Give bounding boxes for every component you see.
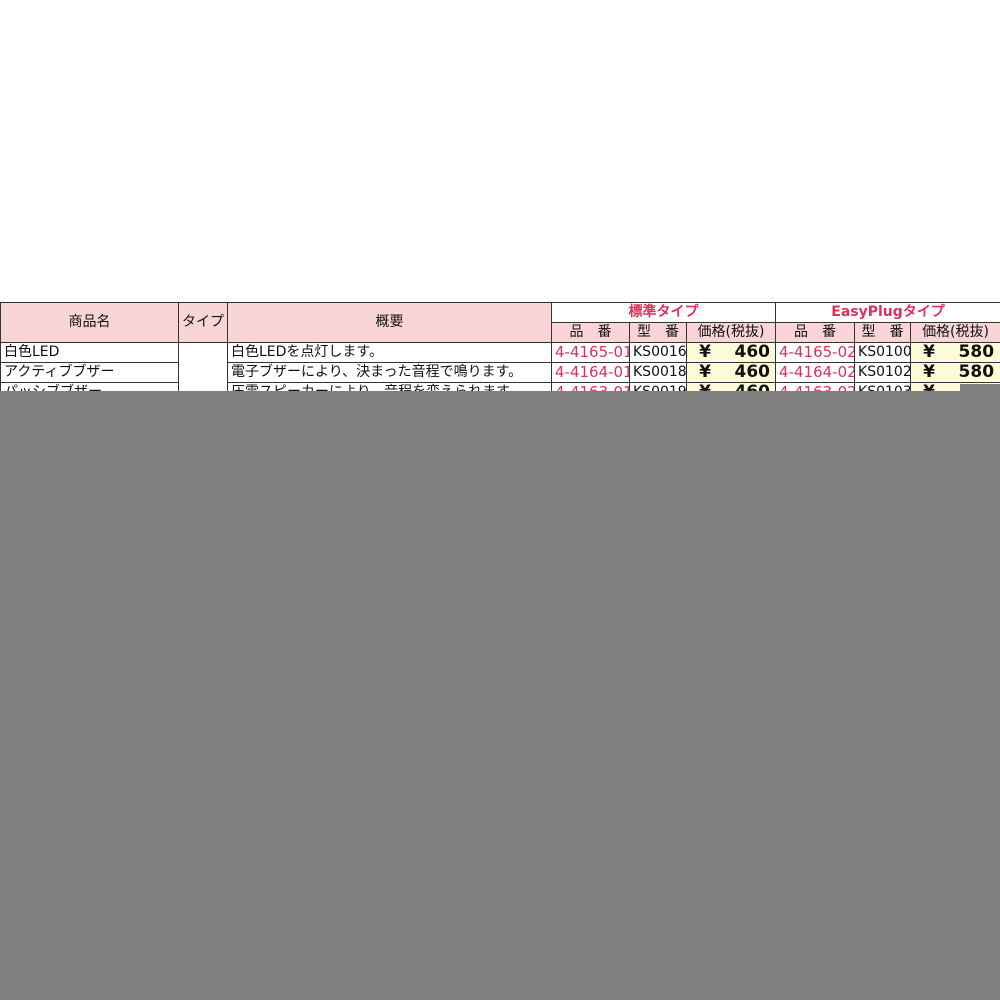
std-model-no: KS0018 (629, 362, 687, 383)
price-value: 580 (958, 342, 995, 362)
yen-sign: ¥ (923, 342, 935, 362)
ep-part-no: 4-4164-02 (775, 362, 856, 383)
price-value: 460 (734, 362, 771, 382)
std-price: ¥460 (685, 362, 777, 383)
ep-price: ¥580 (910, 342, 1000, 363)
std-part-no: 4-4164-01 (551, 362, 630, 383)
product-name: アクティブブザー (0, 362, 179, 383)
yen-sign: ¥ (923, 362, 935, 382)
ep-part-no: 4-4165-02 (775, 342, 856, 363)
price-value: 580 (958, 362, 995, 382)
product-name: 白色LED (0, 342, 179, 363)
header-easyplug: EasyPlugタイプ (775, 302, 1000, 323)
yen-sign: ¥ (699, 362, 711, 382)
table-row: 白色LED 白色LEDを点灯します。 4-4165-01 KS0016 ¥460… (0, 342, 1000, 403)
price-value: 460 (734, 342, 771, 362)
header-ep-model: 型 番 (854, 322, 912, 343)
gray-overlay (0, 391, 1000, 1000)
product-summary: 白色LEDを点灯します。 (227, 342, 552, 363)
ep-model-no: KS0102 (854, 362, 912, 383)
header-summary: 概要 (227, 302, 552, 343)
header-name: 商品名 (0, 302, 179, 343)
yen-sign: ¥ (699, 342, 711, 362)
gray-overlay-corner (960, 384, 1000, 394)
header-std-part: 品 番 (551, 322, 630, 343)
product-summary: 電子ブザーにより、決まった音程で鳴ります。 (227, 362, 552, 383)
header-type: タイプ (178, 302, 228, 343)
ep-model-no: KS0100 (854, 342, 912, 363)
std-model-no: KS0016 (629, 342, 687, 363)
header-std-model: 型 番 (629, 322, 687, 343)
header-ep-part: 品 番 (775, 322, 856, 343)
table-row: アクティブブザー 電子ブザーにより、決まった音程で鳴ります。 4-4164-01… (0, 362, 1000, 383)
header-ep-price: 価格(税抜) (910, 322, 1000, 343)
ep-price: ¥580 (910, 362, 1000, 383)
std-part-no: 4-4165-01 (551, 342, 630, 363)
product-table: 商品名 タイプ 概要 標準タイプ EasyPlugタイプ 品 番 型 番 価格(… (0, 302, 1000, 403)
header-std-price: 価格(税抜) (685, 322, 777, 343)
header-standard: 標準タイプ (550, 302, 777, 323)
std-price: ¥460 (685, 342, 777, 363)
